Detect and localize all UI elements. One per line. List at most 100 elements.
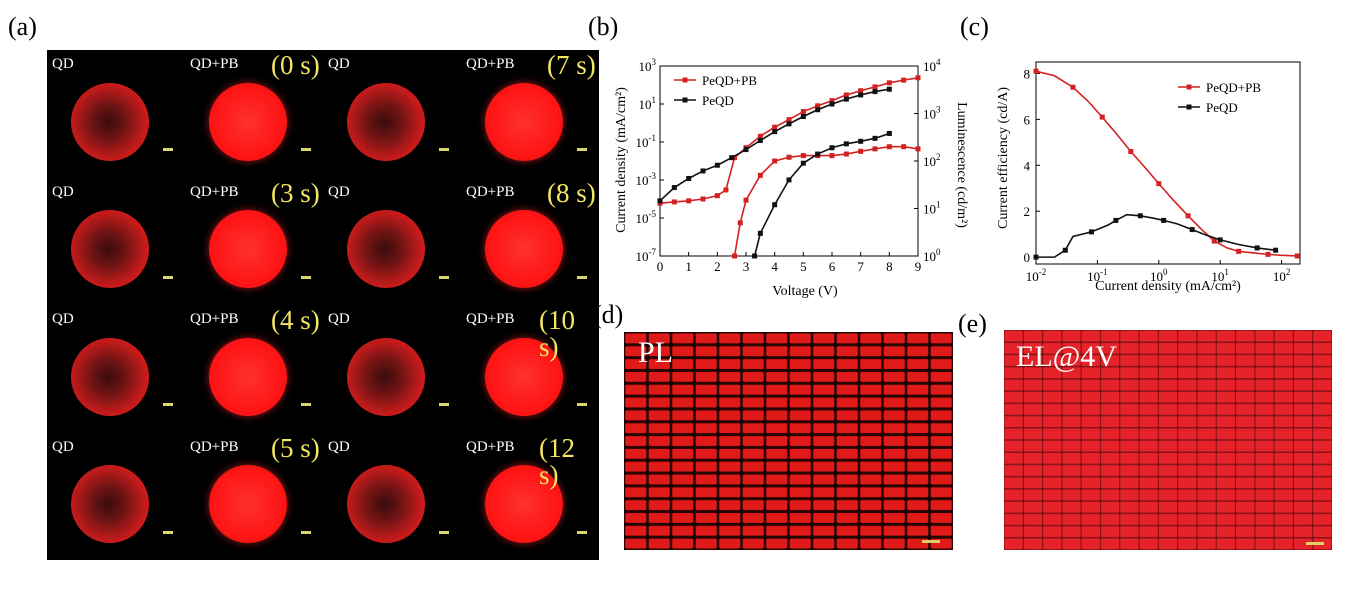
photo-grid: QD QD+PB (0 s) QD QD+PB (7 s) QD QD+PB (3 s) QD QD… bbox=[47, 50, 599, 560]
grid-node bbox=[1272, 341, 1276, 344]
grid-node bbox=[786, 534, 791, 540]
grid-node bbox=[1099, 475, 1102, 478]
grid-node bbox=[880, 355, 885, 361]
grid-node bbox=[739, 483, 744, 489]
grid-node bbox=[927, 457, 932, 463]
grid-node bbox=[833, 393, 838, 399]
grid-node bbox=[1311, 487, 1314, 491]
grid-hline bbox=[1004, 426, 1332, 429]
grid-node bbox=[1253, 341, 1257, 344]
data-point bbox=[772, 158, 778, 164]
grid-node bbox=[833, 367, 838, 373]
data-point bbox=[772, 129, 778, 135]
grid-node bbox=[1137, 451, 1141, 454]
data-point bbox=[800, 160, 806, 166]
grid-node bbox=[715, 419, 721, 425]
scale-bar bbox=[439, 530, 449, 534]
data-point bbox=[915, 75, 921, 81]
grid-node bbox=[645, 393, 650, 399]
data-point bbox=[786, 117, 792, 123]
grid-node bbox=[786, 419, 791, 425]
grid-node bbox=[1118, 330, 1121, 332]
data-point bbox=[714, 162, 720, 168]
grid-node bbox=[1292, 377, 1295, 381]
grid-node bbox=[1118, 341, 1121, 344]
grid-node bbox=[1157, 389, 1160, 393]
grid-node bbox=[1041, 330, 1044, 332]
data-point bbox=[686, 175, 692, 181]
grid-node bbox=[1118, 451, 1121, 454]
grid-node bbox=[856, 444, 862, 450]
x-tick-label: 5 bbox=[800, 259, 807, 274]
grid-node bbox=[950, 393, 953, 399]
grid-hline bbox=[1004, 475, 1332, 478]
y2-tick-label: 103 bbox=[923, 105, 941, 122]
grid-node bbox=[1137, 389, 1141, 393]
x-tick-label: 3 bbox=[743, 259, 750, 274]
grid-node bbox=[833, 457, 838, 463]
grid-node bbox=[950, 547, 953, 550]
grid-node bbox=[1004, 475, 1006, 478]
data-point bbox=[1254, 245, 1260, 251]
grid-node bbox=[1099, 365, 1102, 368]
grid-node bbox=[668, 355, 674, 361]
grid-node bbox=[739, 444, 744, 450]
grid-node bbox=[809, 332, 815, 335]
data-point bbox=[843, 92, 849, 98]
data-point bbox=[815, 107, 821, 113]
data-point bbox=[700, 196, 706, 202]
grid-node bbox=[1099, 389, 1102, 393]
grid-node bbox=[1118, 389, 1121, 393]
grid-node bbox=[1330, 377, 1332, 381]
grid-node bbox=[739, 380, 744, 386]
y-tick-label: 0 bbox=[1024, 250, 1031, 265]
x-tick-label: 10-1 bbox=[1087, 267, 1108, 284]
grid-node bbox=[1157, 536, 1160, 539]
grid-node bbox=[856, 367, 862, 373]
grid-node bbox=[786, 457, 791, 463]
grid-node bbox=[1234, 438, 1237, 442]
grid-node bbox=[668, 444, 674, 450]
legend-label: PeQD bbox=[1206, 100, 1238, 115]
grid-node bbox=[1022, 499, 1025, 503]
grid-node bbox=[645, 419, 650, 425]
grid-node bbox=[1099, 524, 1102, 527]
grid-node bbox=[950, 419, 953, 425]
grid-node bbox=[762, 534, 768, 540]
grid-node bbox=[1099, 341, 1102, 344]
grid-node bbox=[762, 521, 768, 527]
plot-frame bbox=[659, 65, 919, 257]
grid-node bbox=[624, 534, 627, 540]
grid-node bbox=[1137, 426, 1141, 429]
data-point bbox=[671, 199, 677, 205]
data-point bbox=[786, 154, 792, 160]
grid-vline bbox=[951, 332, 953, 550]
grid-node bbox=[1272, 353, 1276, 356]
data-point bbox=[757, 133, 763, 139]
scale-bar bbox=[577, 403, 587, 406]
time-label: (7 s) bbox=[547, 50, 596, 80]
grid-node bbox=[1215, 438, 1218, 442]
grid-node bbox=[1292, 353, 1295, 356]
grid-node bbox=[786, 380, 791, 386]
grid-node bbox=[715, 470, 721, 476]
grid-node bbox=[692, 444, 697, 450]
grid-vline bbox=[624, 332, 626, 550]
y-tick-label: 10-1 bbox=[636, 133, 657, 150]
grid-node bbox=[1311, 536, 1314, 539]
grid-node bbox=[1215, 426, 1218, 429]
grid-node bbox=[1195, 487, 1199, 491]
grid-node bbox=[1079, 426, 1083, 429]
grid-node bbox=[1215, 414, 1218, 417]
grid-node bbox=[1060, 438, 1064, 442]
grid-node bbox=[1118, 536, 1121, 539]
grid-node bbox=[1004, 402, 1006, 405]
grid-node bbox=[1004, 365, 1006, 368]
grid-node bbox=[1060, 487, 1064, 491]
grid-node bbox=[1099, 548, 1102, 550]
time-label: (12 s) bbox=[539, 432, 575, 490]
grid-node bbox=[903, 509, 909, 515]
grid-node bbox=[1195, 548, 1199, 550]
grid-node bbox=[739, 534, 744, 540]
grid-node bbox=[1176, 402, 1179, 405]
